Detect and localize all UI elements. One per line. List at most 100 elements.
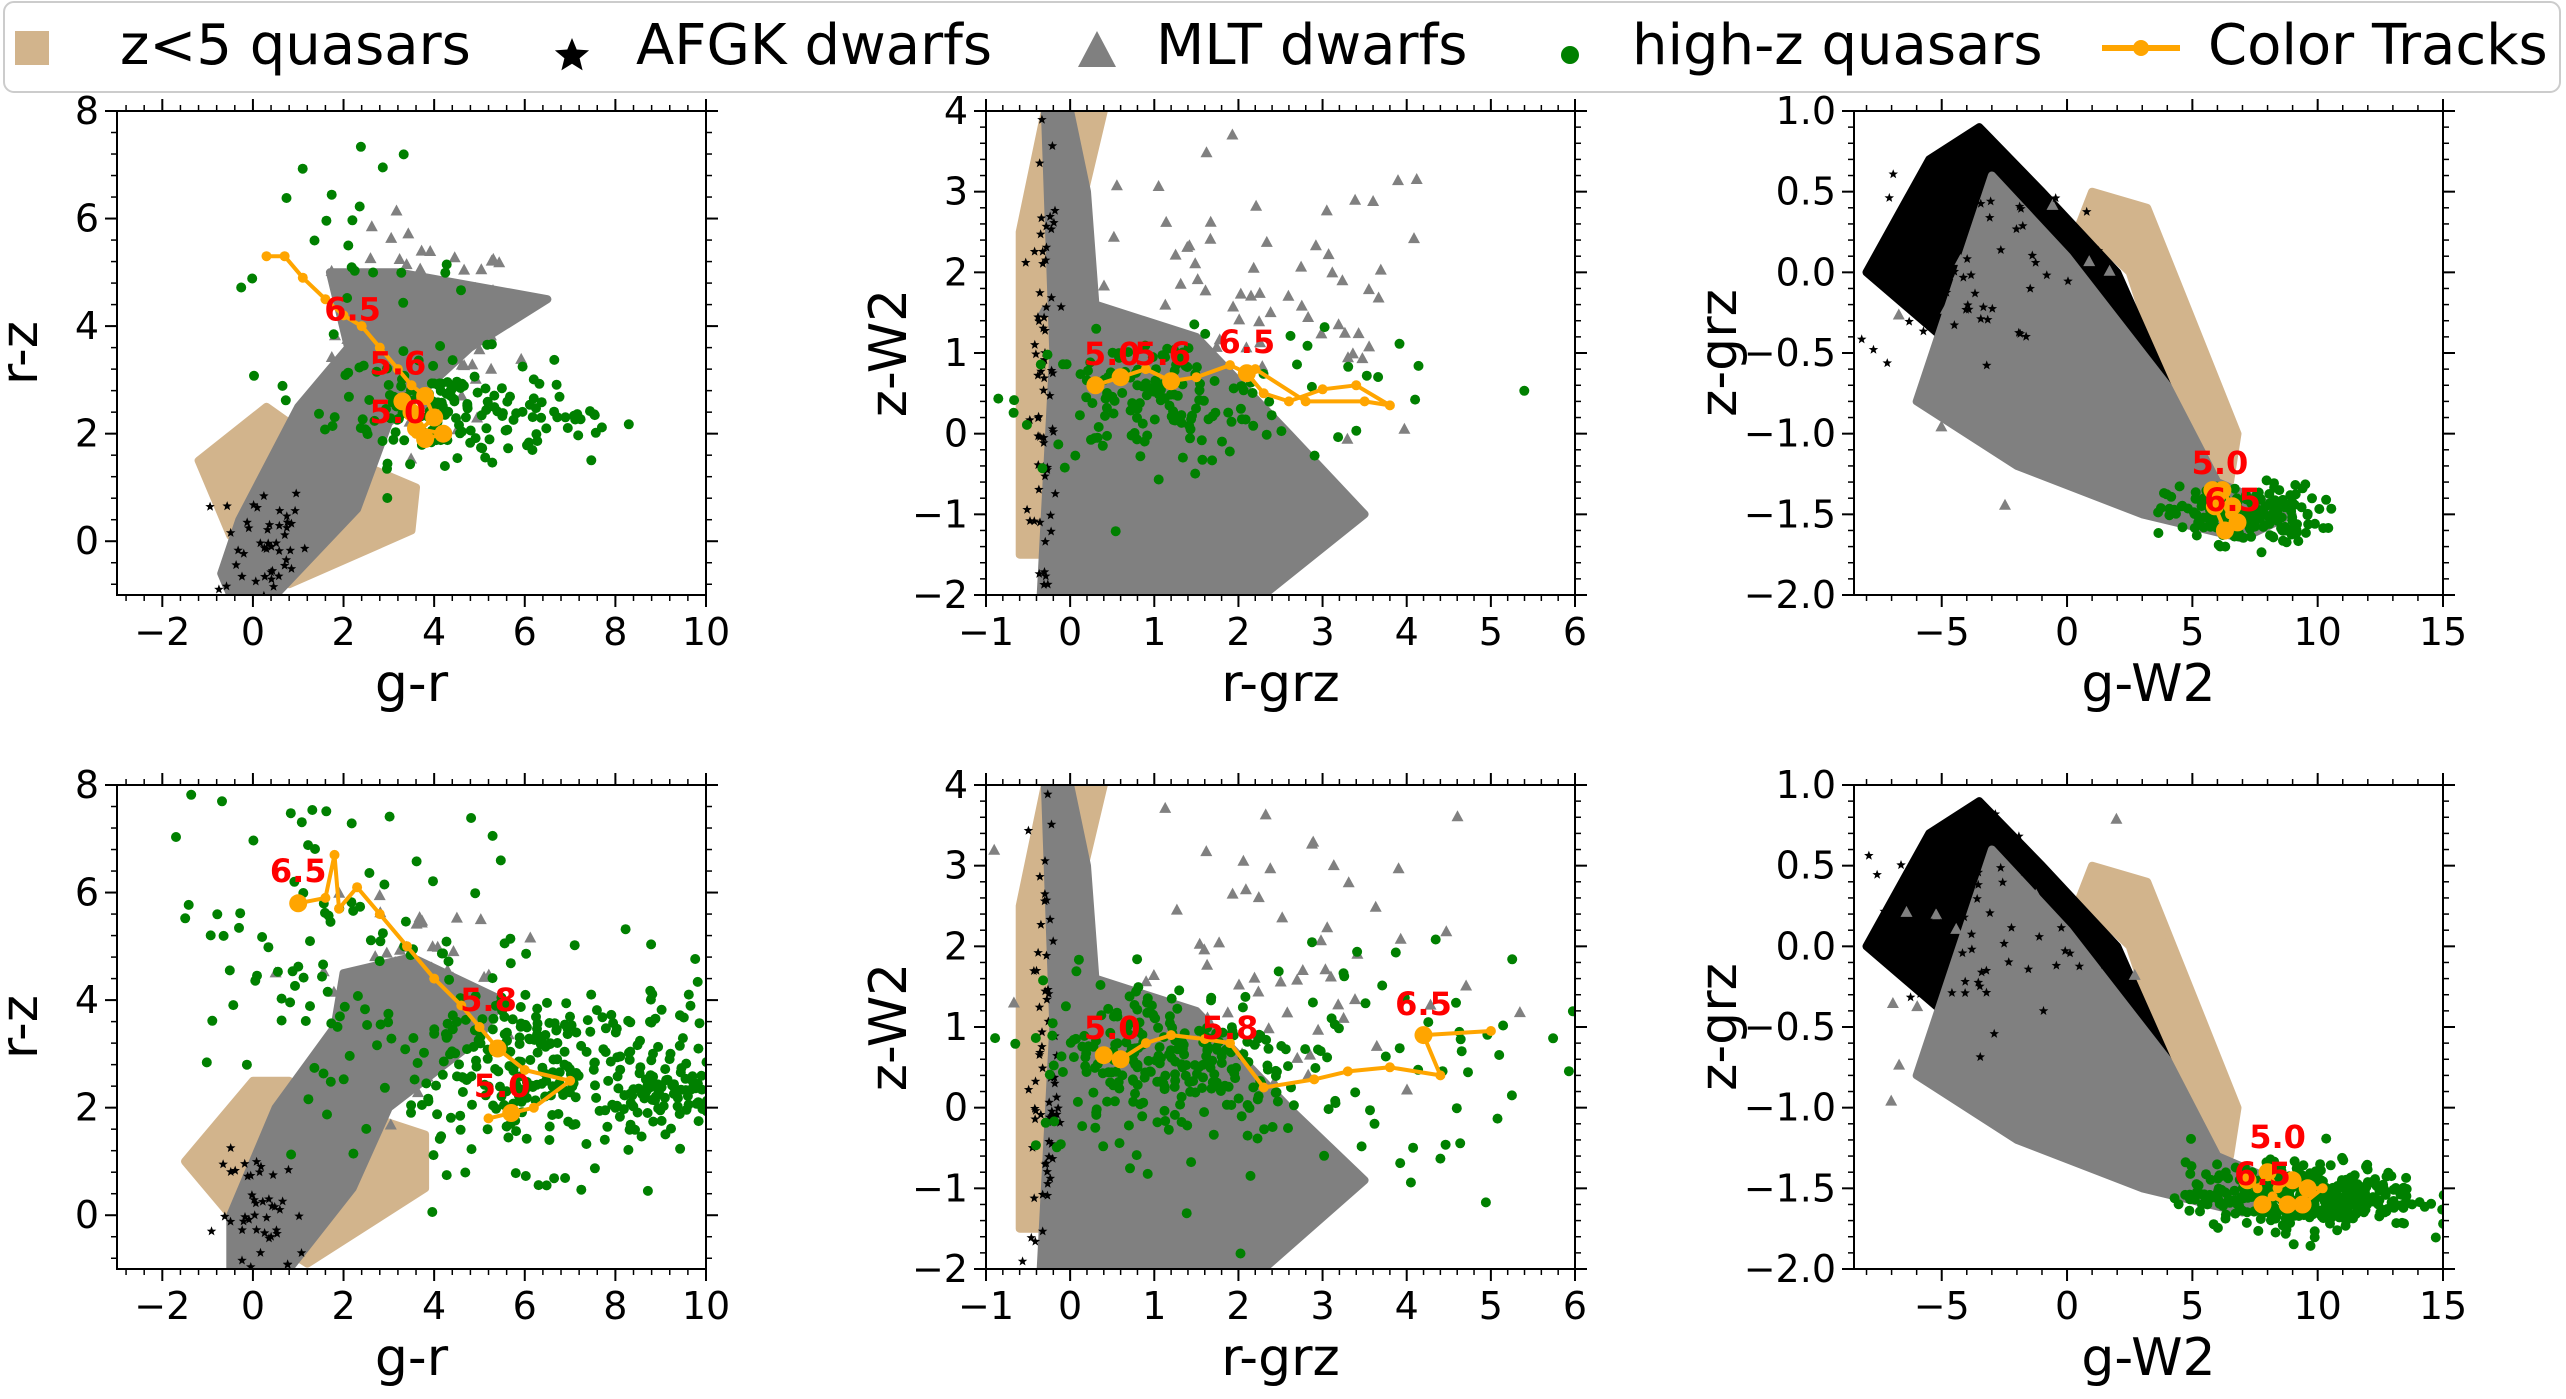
highz-quasar-point (1440, 1139, 1451, 1150)
highz-quasar-point (542, 997, 552, 1008)
highz-quasar-point (1259, 1124, 1270, 1135)
highz-quasar-point (690, 954, 701, 964)
highz-quasar-point (2293, 536, 2304, 547)
afgk-dwarf-point (1044, 1097, 1054, 1107)
mlt-dwarf-point (1248, 971, 1261, 983)
mlt-dwarf-point (1291, 1051, 1304, 1063)
highz-quasar-point (388, 434, 399, 445)
highz-quasar-point (212, 909, 223, 920)
color-track-point (2215, 521, 2234, 540)
highz-quasar-point (605, 1056, 616, 1067)
highz-quasar-point (1405, 1177, 1416, 1188)
highz-quasar-point (207, 1015, 218, 1026)
afgk-dwarf-point (2056, 922, 2067, 932)
highz-quasar-point (714, 1036, 724, 1046)
highz-quasar-point (1103, 1003, 1114, 1014)
highz-quasar-point (610, 1027, 621, 1038)
highz-quasar-point (1170, 1069, 1180, 1080)
afgk-dwarf-point (231, 560, 241, 570)
highz-quasar-point (487, 973, 498, 984)
highz-quasar-point (510, 1168, 521, 1179)
highz-quasar-point (520, 1171, 531, 1181)
mlt-dwarf-point (1337, 1011, 1350, 1023)
highz-quasar-point (285, 997, 296, 1008)
highz-quasar-point (321, 806, 332, 817)
color-track-point (565, 1075, 576, 1086)
highz-quasar-point (1270, 1065, 1281, 1076)
highz-quasar-point (589, 410, 600, 421)
highz-quasar-point (2315, 1159, 2326, 1170)
highz-quasar-point (505, 958, 516, 969)
highz-quasar-point (342, 293, 353, 303)
highz-quasar-point (2289, 499, 2300, 510)
mlt-dwarf-point (2065, 284, 2078, 295)
afgk-dwarf-point (1045, 1280, 1055, 1289)
mlt-dwarf-point (1986, 910, 1999, 921)
highz-quasar-point (1356, 1141, 1367, 1152)
afgk-dwarf-point (268, 581, 279, 591)
mlt-dwarf-point (2032, 906, 2045, 918)
highz-quasar-point (1300, 1044, 1311, 1055)
highz-quasar-point (1185, 1086, 1196, 1097)
highz-quasar-point (2300, 527, 2311, 538)
y-tick-label: 3 (944, 170, 968, 214)
afgk-dwarf-point (1036, 213, 1047, 223)
color-track-point (392, 364, 403, 375)
x-tick-label: 2 (1226, 610, 1250, 654)
mlt-dwarf-point (1319, 963, 1332, 975)
afgk-dwarf-point (242, 517, 252, 527)
highz-quasar-point (490, 1000, 501, 1011)
mlt-dwarf-point (1991, 946, 2004, 958)
afgk-dwarf-point (300, 543, 310, 553)
afgk-dwarf-point (1996, 245, 2006, 254)
highz-quasar-point (276, 1015, 287, 1026)
highz-quasar-point (1154, 1042, 1165, 1053)
highz-quasar-point (536, 397, 547, 408)
highz-quasar-point (488, 1013, 499, 1024)
highz-quasar-point (374, 956, 385, 967)
mlt-dwarf-point (1950, 922, 1963, 934)
mlt-dwarf-point (365, 311, 378, 323)
highz-quasar-point (1272, 1096, 1283, 1107)
highz-quasar-point (2305, 1168, 2315, 1179)
mlt-dwarf-point (1107, 230, 1120, 242)
afgk-dwarf-point (1056, 302, 1066, 311)
color-track-point (2238, 1171, 2257, 1190)
color-track-point (2225, 509, 2235, 520)
highz-quasar-point (685, 1000, 696, 1011)
highz-quasar-point (1167, 1022, 1178, 1033)
highz-quasar-point (2190, 493, 2201, 504)
highz-quasar-point (437, 1069, 448, 1080)
afgk-dwarf-point (1055, 1117, 1065, 1127)
highz-quasar-point (1307, 997, 1318, 1008)
x-tick-label: 0 (1058, 1284, 1082, 1328)
highz-quasar-point (1105, 1027, 1116, 1038)
highz-quasar-point (552, 1038, 563, 1048)
highz-quasar-point (1202, 1022, 1212, 1033)
highz-quasar-point (1137, 1029, 1148, 1040)
mlt-dwarf-point (443, 339, 455, 351)
highz-quasar-point (1399, 992, 1410, 1003)
highz-quasar-point (581, 1139, 592, 1149)
afgk-dwarf-point (1930, 901, 1940, 910)
highz-quasar-point (701, 1106, 706, 1117)
afgk-dwarf-point (1966, 270, 1976, 280)
highz-quasar-point (263, 942, 274, 953)
highz-quasar-point (381, 404, 391, 414)
highz-quasar-point (1200, 328, 1211, 339)
afgk-dwarf-point (2015, 328, 2025, 338)
highz-quasar-point (383, 1008, 394, 1019)
highz-quasar-point (1059, 462, 1070, 473)
highz-quasar-point (1235, 403, 1246, 414)
highz-quasar-point (1217, 1027, 1228, 1038)
highz-quasar-point (2332, 1181, 2343, 1191)
highz-quasar-point (645, 994, 656, 1005)
x-tick-label: 1 (1142, 610, 1166, 654)
highz-quasar-point (224, 965, 235, 976)
highz-quasar-point (454, 1059, 464, 1070)
highz-quasar-point (1149, 1012, 1160, 1023)
plot-area (993, 111, 1530, 595)
highz-quasar-point (405, 459, 416, 470)
afgk-dwarf-point (1017, 1256, 1028, 1266)
highz-quasar-point (2238, 532, 2249, 543)
